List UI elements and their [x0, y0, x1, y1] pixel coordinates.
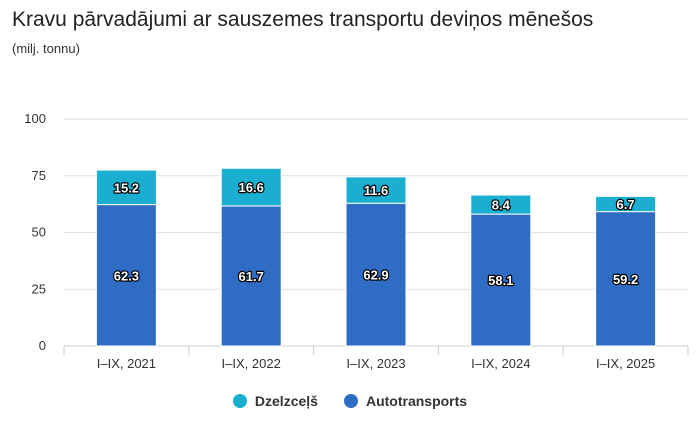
data-label: 16.6: [239, 180, 264, 195]
data-label: 11.6: [364, 183, 389, 198]
data-label: 61.7: [239, 269, 264, 284]
legend-item-dzelzcels[interactable]: Dzelzceļš: [232, 393, 318, 409]
y-tick-label: 75: [32, 168, 46, 183]
bar-segment-dzelzcels[interactable]: [95, 169, 157, 206]
bar-segment-dzelzcels[interactable]: [470, 194, 532, 215]
data-label: 62.9: [363, 268, 388, 283]
chart-title: Kravu pārvadājumi ar sauszemes transport…: [12, 8, 594, 31]
legend-marker-autotransports: [343, 394, 358, 408]
data-label: 8.4: [492, 198, 511, 213]
legend-item-autotransports[interactable]: Autotransports: [343, 393, 468, 409]
x-tick-label: I–IX, 2024: [471, 356, 530, 371]
legend-label-dzelzcels: Dzelzceļš: [254, 393, 318, 409]
y-tick-label: 100: [24, 111, 46, 126]
data-label: 15.2: [114, 180, 139, 195]
y-tick-label: 50: [32, 225, 46, 240]
y-tick-label: 0: [39, 338, 46, 353]
x-tick-label: I–IX, 2021: [97, 356, 156, 371]
legend: Dzelzceļš Autotransports: [0, 393, 700, 409]
x-tick-label: I–IX, 2023: [346, 356, 405, 371]
y-tick-label: 25: [32, 281, 46, 296]
x-tick-label: I–IX, 2022: [222, 356, 281, 371]
bar-segment-dzelzcels[interactable]: [345, 176, 407, 204]
bar-segment-autotransports[interactable]: [470, 213, 532, 347]
data-label: 59.2: [613, 272, 638, 287]
bar-segment-autotransports[interactable]: [345, 202, 407, 347]
data-label: 6.7: [617, 197, 635, 212]
data-label: 58.1: [488, 273, 513, 288]
legend-marker-dzelzcels: [232, 394, 247, 408]
bar-segment-autotransports[interactable]: [220, 205, 282, 347]
bar-segment-autotransports[interactable]: [95, 204, 157, 347]
bar-segment-dzelzcels[interactable]: [595, 195, 657, 213]
legend-label-autotransports: Autotransports: [365, 393, 468, 409]
chart-subtitle: (milj. tonnu): [12, 41, 80, 56]
bar-segment-autotransports[interactable]: [595, 211, 657, 347]
bar-segment-dzelzcels[interactable]: [220, 167, 282, 207]
x-tick-label: I–IX, 2025: [596, 356, 655, 371]
data-label: 62.3: [114, 268, 139, 283]
